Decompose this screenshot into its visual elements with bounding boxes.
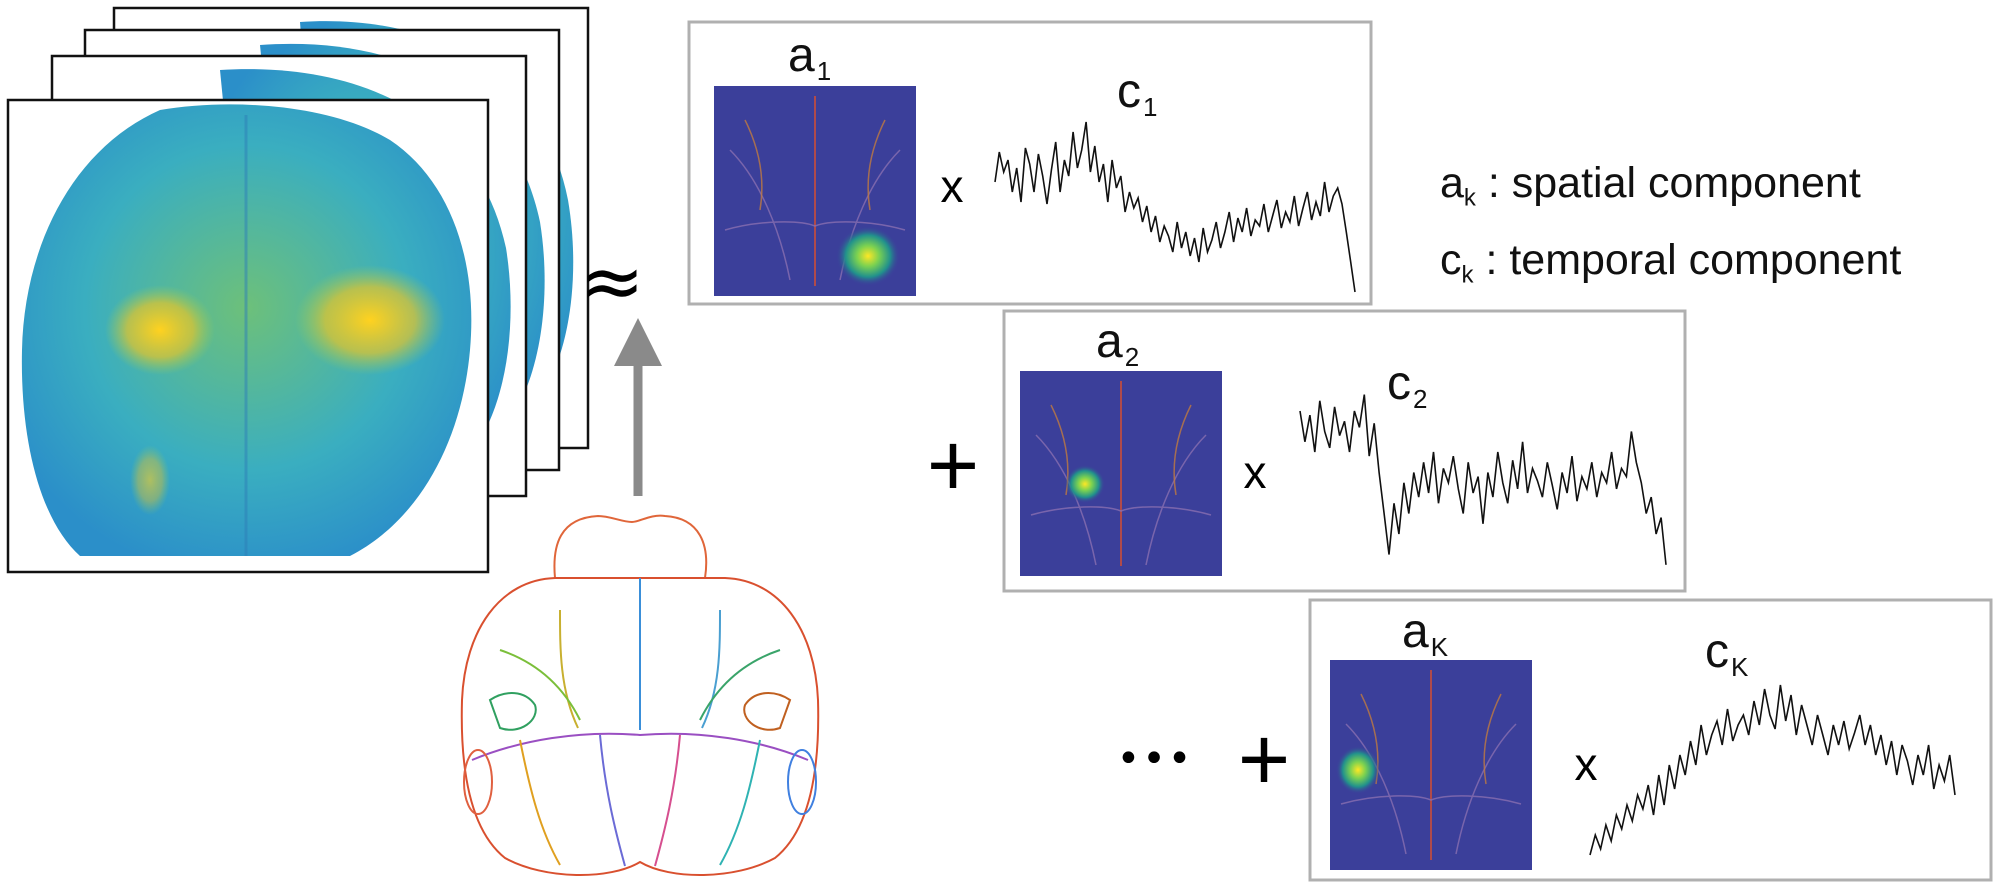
plus-operator-k: +: [1238, 710, 1291, 810]
legend: ak : spatial component ck : temporal com…: [1440, 152, 1901, 307]
spatial-map-1: [714, 86, 916, 296]
label-a2: a2: [1096, 315, 1140, 373]
label-ck: cK: [1705, 625, 1749, 683]
legend-temporal: ck : temporal component: [1440, 236, 1902, 289]
label-c1: c1: [1117, 65, 1158, 123]
label-ak: aK: [1402, 605, 1449, 663]
label-c2: c2: [1387, 357, 1428, 415]
component-box-k: [1308, 598, 1993, 882]
label-a1: a1: [788, 29, 832, 87]
times-operator-2: x: [1244, 446, 1267, 498]
component-box-2: [1002, 309, 1687, 593]
frame-stack: [6, 6, 590, 574]
ellipsis: •••: [1117, 736, 1194, 782]
plus-operator-2: +: [927, 416, 980, 516]
temporal-trace-1: [994, 121, 1356, 293]
spatial-map-2: [1020, 371, 1222, 576]
frame-front: [6, 98, 490, 574]
temporal-trace-k: [1589, 684, 1956, 856]
legend-spatial: ak : spatial component: [1440, 159, 1861, 212]
brain-atlas-outline: [460, 514, 820, 877]
temporal-trace-2: [1299, 394, 1667, 565]
spatial-map-k: [1330, 660, 1532, 870]
component-box-1: [687, 20, 1373, 306]
approx-symbol: ≈: [579, 237, 644, 327]
times-operator-k: x: [1575, 738, 1598, 790]
times-operator-1: x: [941, 160, 964, 212]
up-arrow: [614, 318, 662, 496]
